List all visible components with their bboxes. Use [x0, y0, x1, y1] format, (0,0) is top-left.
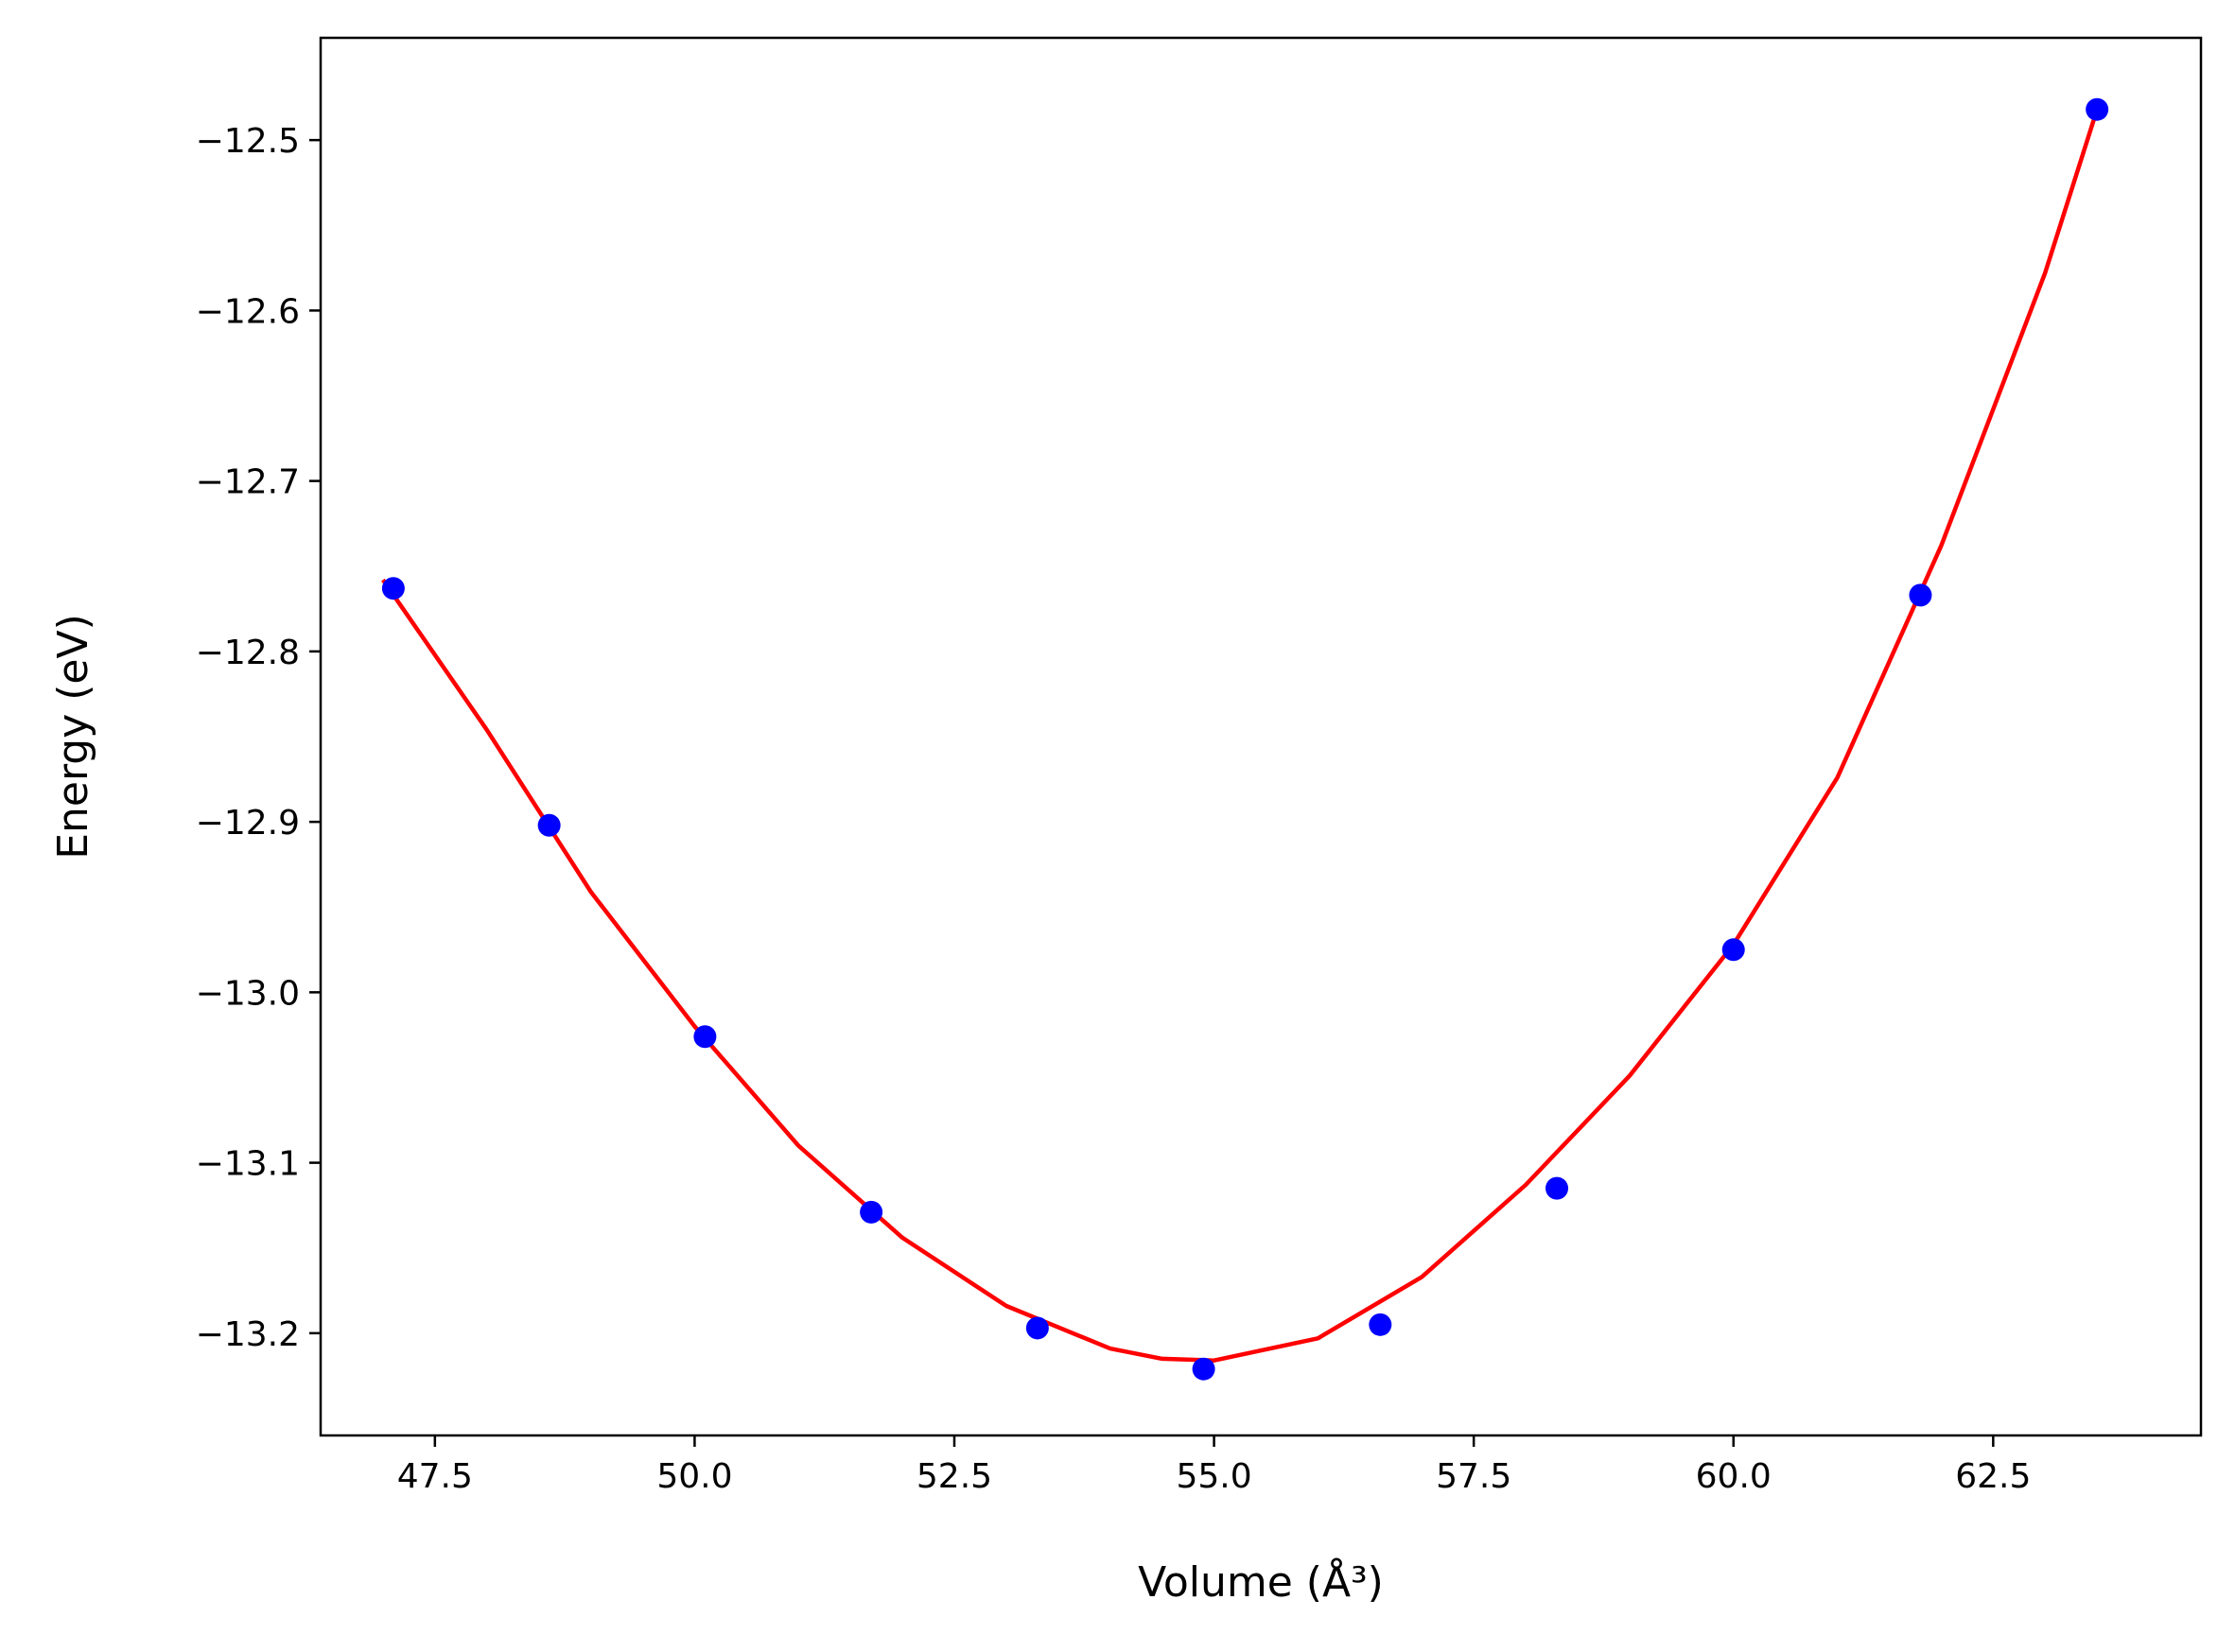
x-tick-label: 52.5: [917, 1457, 992, 1496]
fit-curve-line: [381, 109, 2100, 1363]
fit-curve-layer: [381, 109, 2100, 1363]
y-tick-label: −12.9: [196, 804, 300, 843]
x-tick-label: 62.5: [1955, 1457, 2031, 1496]
y-axis-ticks: −12.5 −12.6 −12.7 −12.8 −12.9 −13.0 −13.1 −13.2: [196, 122, 321, 1354]
y-tick-label: −12.7: [196, 463, 300, 502]
y-tick-label: −12.8: [196, 634, 300, 672]
x-tick-label: 47.5: [397, 1457, 473, 1496]
y-tick-label: −13.0: [196, 974, 300, 1013]
data-points-layer: [381, 97, 2109, 1381]
data-point: [1192, 1357, 1215, 1381]
data-point: [1909, 583, 1932, 607]
y-tick-label: −13.2: [196, 1315, 300, 1354]
x-tick-label: 55.0: [1176, 1457, 1251, 1496]
x-tick-label: 57.5: [1436, 1457, 1511, 1496]
y-tick-label: −12.6: [196, 292, 300, 331]
x-axis-ticks: 47.5 50.0 52.5 55.0 57.5 60.0 62.5: [397, 1435, 2031, 1496]
x-axis-label: Volume (Å³): [1138, 1556, 1384, 1607]
data-point: [1545, 1176, 1569, 1200]
data-point: [381, 577, 405, 600]
data-point: [2086, 97, 2109, 121]
data-point: [537, 813, 561, 837]
plot-area-frame: [319, 36, 2203, 1437]
y-tick-label: −12.5: [196, 122, 300, 161]
data-point: [693, 1025, 717, 1049]
x-tick-label: 50.0: [656, 1457, 732, 1496]
y-axis-label: Energy (eV): [49, 614, 97, 860]
y-tick-label: −13.1: [196, 1145, 300, 1184]
data-point: [860, 1200, 883, 1224]
data-point: [1025, 1316, 1049, 1340]
data-point: [1369, 1313, 1392, 1336]
data-point: [1721, 938, 1745, 962]
x-tick-label: 60.0: [1696, 1457, 1772, 1496]
